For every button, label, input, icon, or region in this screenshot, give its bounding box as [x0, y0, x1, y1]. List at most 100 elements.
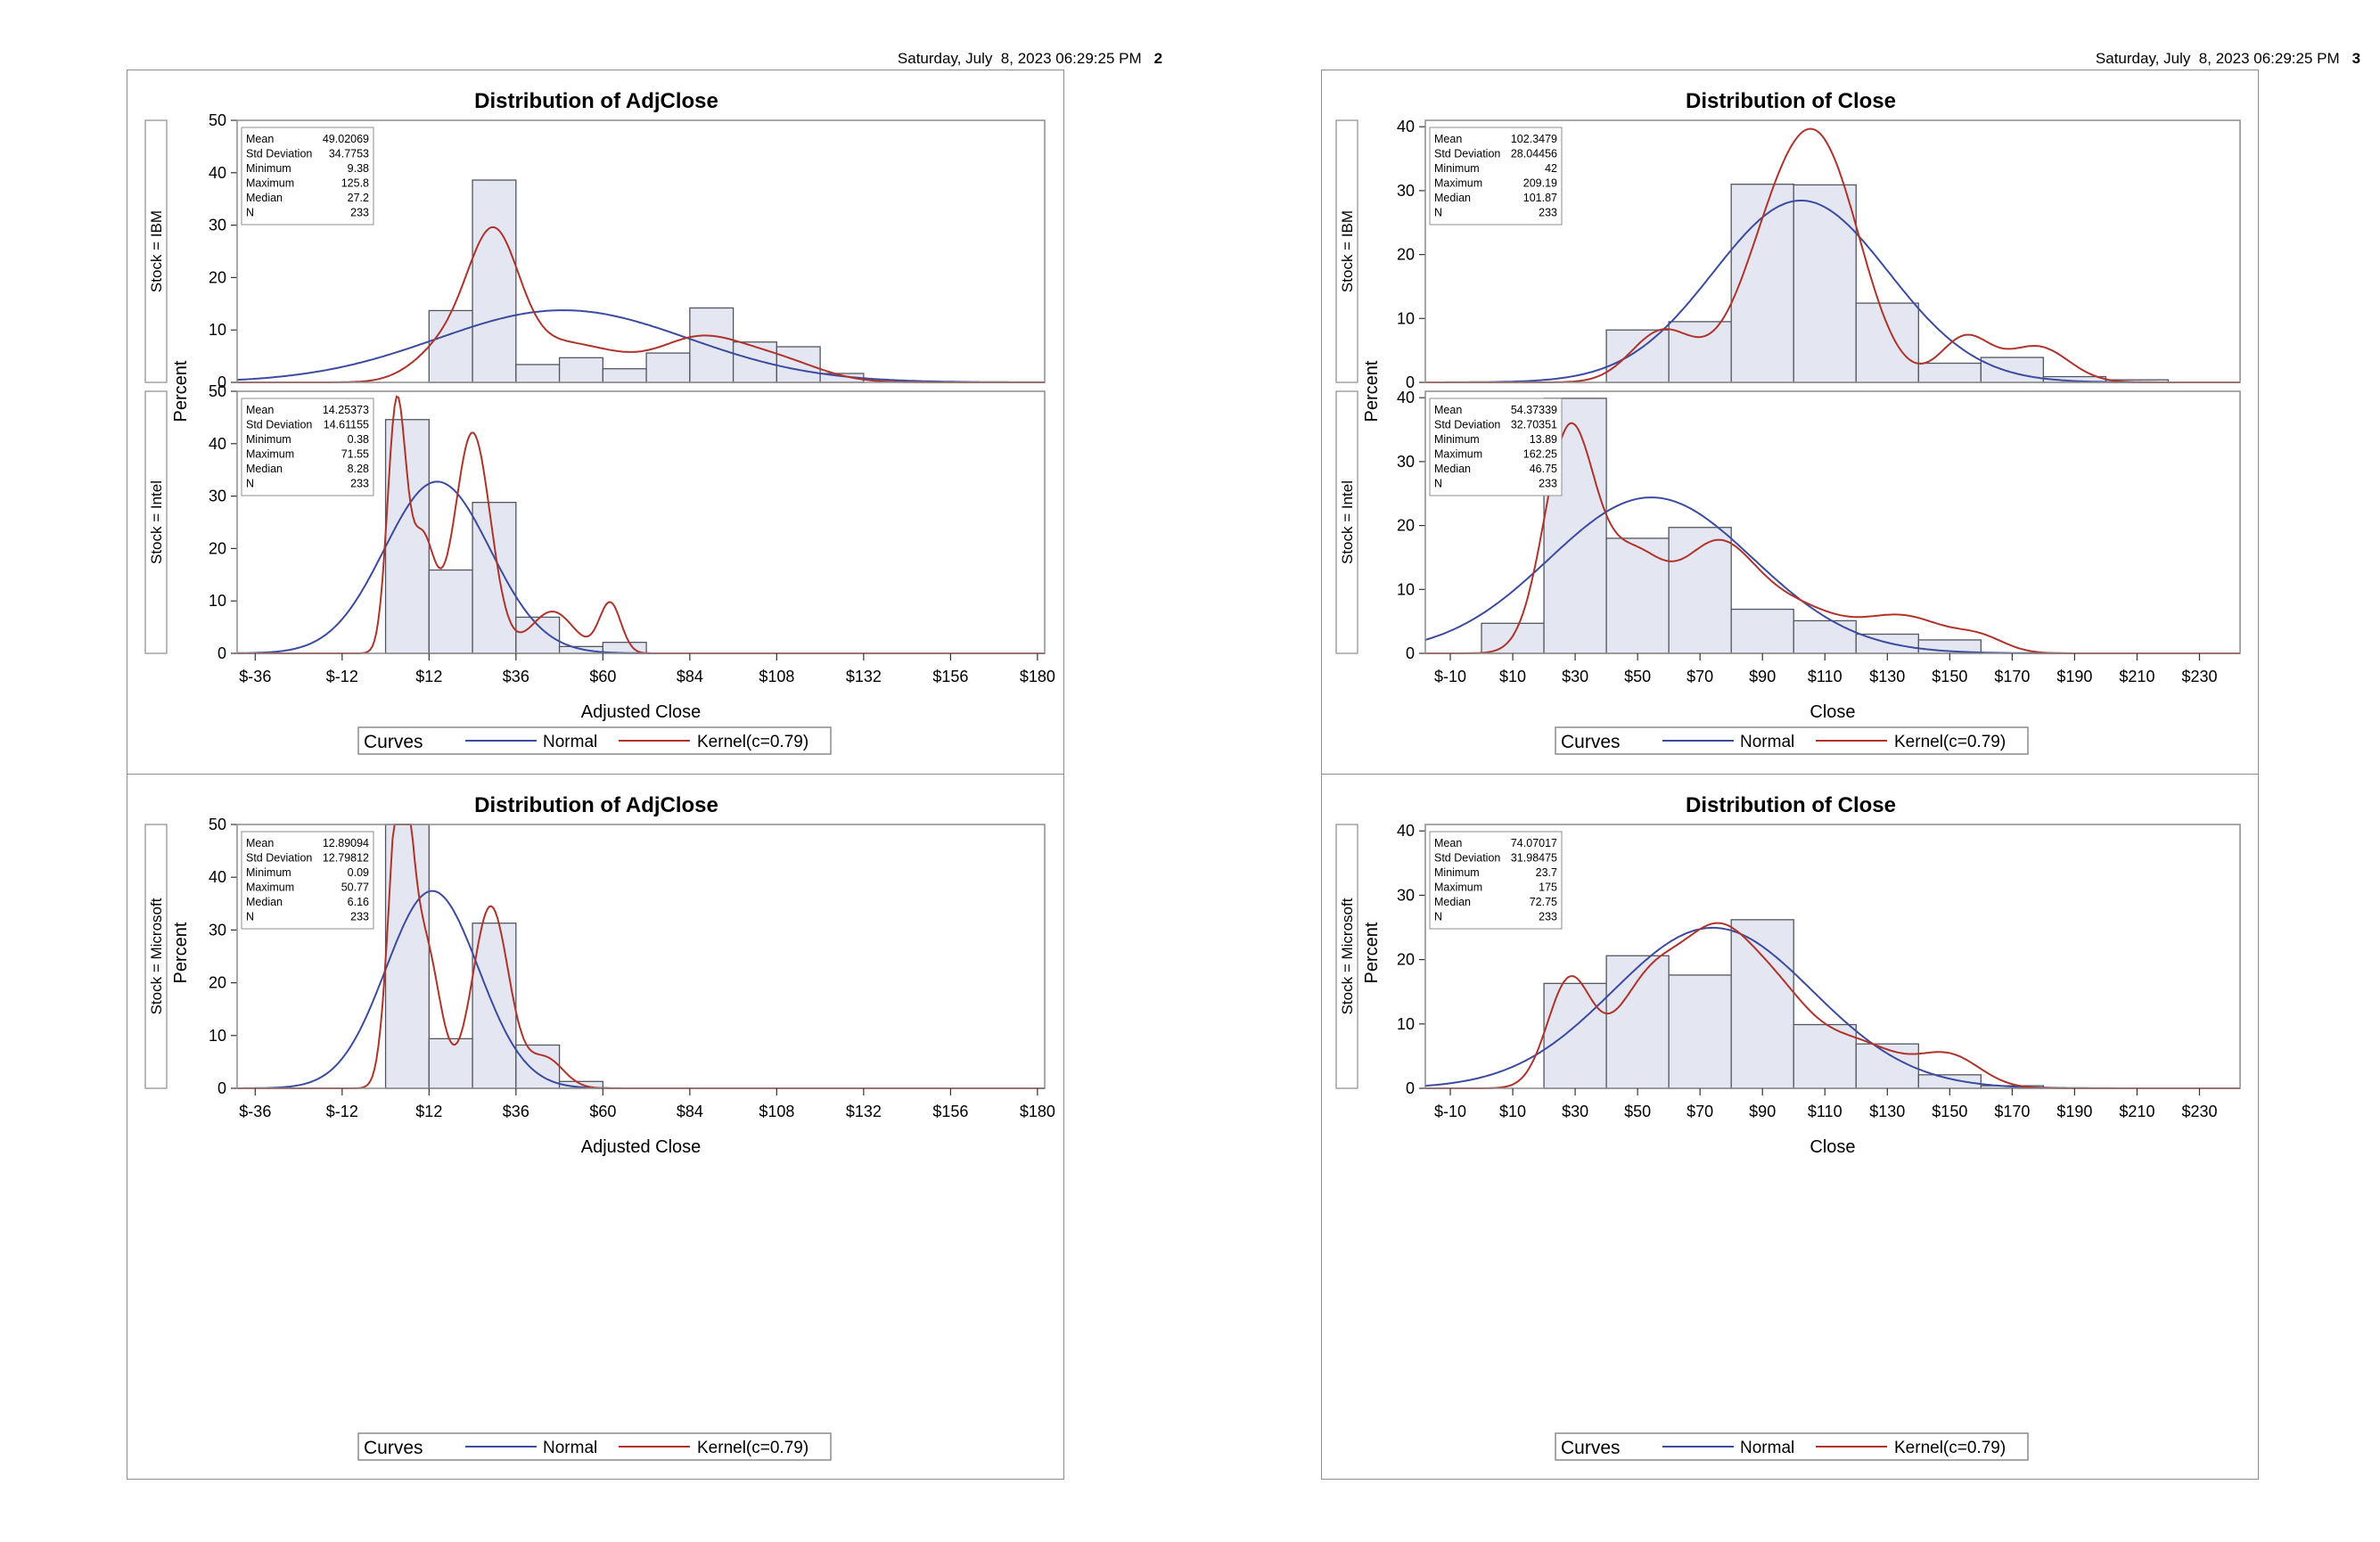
facet-strip	[144, 824, 168, 1089]
x-tick-label: $84	[677, 668, 703, 685]
stat-label: N	[1434, 478, 1442, 490]
stat-label: Maximum	[246, 448, 294, 461]
histogram-bar	[1668, 527, 1732, 654]
x-tick-label: $60	[589, 668, 616, 685]
stat-value: 125.8	[341, 177, 369, 190]
facet-ibm: Stock = IBM 0 10 20 30 40 50 Mean 49.02069 Std De…	[144, 111, 1046, 391]
facet-strip	[144, 119, 168, 383]
stat-value: 32.70351	[1511, 419, 1557, 431]
close-ibm-intel-panel: Distribution of Close Percent Stock = IB…	[1321, 70, 2259, 775]
x-tick-label: $10	[1499, 668, 1526, 685]
histogram-bar	[1605, 955, 1670, 1089]
stat-label: Maximum	[1434, 177, 1482, 190]
adjclose-microsoft-panel: Distribution of AdjClose Percent Stock =…	[127, 774, 1064, 1480]
y-tick-label: 0	[1406, 644, 1415, 662]
histogram-bar	[472, 502, 517, 654]
y-tick-label: 0	[217, 644, 226, 662]
x-tick-label: $156	[932, 1103, 968, 1120]
histogram-bar	[602, 368, 647, 383]
y-axis-title: Percent	[1362, 360, 1382, 422]
stat-value: 74.07017	[1511, 837, 1557, 849]
y-tick-label: 0	[1406, 1079, 1415, 1097]
y-tick-label: 10	[209, 1027, 226, 1045]
legend-normal-label: Normal	[543, 1439, 597, 1457]
x-tick-label: $90	[1749, 1103, 1776, 1120]
facet-ibm: Stock = IBM 0 10 20 30 40 Mean 102.3479 Std Devi…	[1335, 118, 2241, 391]
facet-strip	[1335, 824, 1358, 1089]
close-microsoft-panel: Distribution of Close Percent Stock = Mi…	[1321, 774, 2259, 1480]
stat-label: Mean	[1434, 837, 1462, 849]
histogram-bar	[732, 341, 778, 383]
histogram-bar	[1481, 622, 1545, 654]
header-date: Saturday, July 8, 2023 06:29:25 PM	[897, 50, 1142, 67]
stat-label: Mean	[246, 837, 274, 849]
x-axis-title: Adjusted Close	[581, 702, 702, 722]
histogram-bar	[1917, 362, 1982, 383]
x-tick-label: $230	[2181, 668, 2217, 685]
stat-value: 209.19	[1523, 177, 1557, 190]
stat-value: 72.75	[1530, 896, 1557, 908]
x-tick-label: $70	[1687, 1103, 1713, 1120]
histogram-bar	[1730, 919, 1794, 1089]
y-tick-label: 30	[1397, 182, 1415, 200]
stats-inset: Mean 14.25373 Std Deviation 14.61155 Minimum…	[241, 398, 374, 496]
stat-label: Mean	[1434, 133, 1462, 145]
stats-box	[241, 398, 374, 496]
legend: Curves Normal Kernel(c=0.79)	[1555, 1432, 2029, 1461]
stat-label: Maximum	[246, 177, 294, 190]
stat-value: 12.79812	[323, 852, 369, 865]
y-tick-label: 40	[1397, 118, 1415, 135]
stat-label: Median	[1434, 896, 1471, 908]
stat-label: Minimum	[246, 866, 291, 879]
histogram-bar	[384, 419, 430, 654]
x-tick-label: $50	[1624, 668, 1651, 685]
stat-value: 233	[1539, 478, 1557, 490]
stat-value: 6.16	[348, 896, 369, 908]
plot-frame	[1424, 390, 2241, 654]
stat-value: 23.7	[1536, 866, 1557, 879]
report-page-3: Saturday, July 8, 2023 06:29:25 PM 3 Dist…	[1190, 0, 2380, 1542]
stat-label: Median	[1434, 463, 1471, 475]
histogram-bar	[428, 569, 473, 654]
x-tick-label: $-12	[326, 668, 358, 685]
y-tick-label: 50	[209, 816, 226, 833]
plot-frame	[236, 119, 1046, 383]
x-tick-label: $110	[1808, 1103, 1842, 1120]
stats-box	[241, 127, 374, 226]
chart-title: Distribution of Close	[1686, 89, 1896, 113]
histogram-bar	[1855, 302, 1919, 383]
y-tick-label: 50	[209, 382, 226, 400]
histogram-bar	[428, 1038, 473, 1089]
chart-title: Distribution of Close	[1686, 793, 1896, 817]
stat-label: Minimum	[246, 433, 291, 446]
x-tick-label: $10	[1499, 1103, 1526, 1120]
x-tick-label: $12	[415, 668, 442, 685]
stat-value: 50.77	[341, 882, 369, 894]
histogram-bar	[472, 179, 517, 383]
stat-value: 175	[1539, 882, 1557, 894]
histogram-bar	[1793, 184, 1857, 383]
y-tick-label: 20	[1397, 246, 1415, 264]
y-tick-label: 30	[209, 488, 226, 505]
page-header: Saturday, July 8, 2023 06:29:25 PM 3	[2079, 32, 2360, 86]
stat-label: Median	[1434, 192, 1471, 204]
stat-value: 102.3479	[1511, 133, 1557, 145]
facet-label: Stock = IBM	[148, 210, 165, 292]
x-tick-label: $170	[1994, 1103, 2030, 1120]
histogram-bar	[689, 307, 735, 383]
x-tick-label: $84	[677, 1103, 703, 1120]
stat-value: 49.02069	[323, 133, 369, 145]
stats-box	[1429, 398, 1563, 496]
stat-label: Std Deviation	[1434, 852, 1500, 865]
legend-box	[357, 1432, 832, 1461]
stat-value: 42	[1545, 162, 1557, 175]
x-axis: $-36 $-12 $12 $36 $60 $84 $108 $132 $156 $180	[239, 653, 1055, 685]
stat-value: 233	[350, 207, 369, 219]
legend-box	[1555, 1432, 2029, 1461]
stats-box	[1429, 127, 1563, 226]
y-tick-label: 0	[1406, 373, 1415, 391]
histogram-bar	[384, 824, 430, 1089]
histogram-bar	[645, 352, 691, 383]
x-axis-title: Close	[1810, 702, 1855, 722]
stat-label: N	[246, 911, 254, 923]
